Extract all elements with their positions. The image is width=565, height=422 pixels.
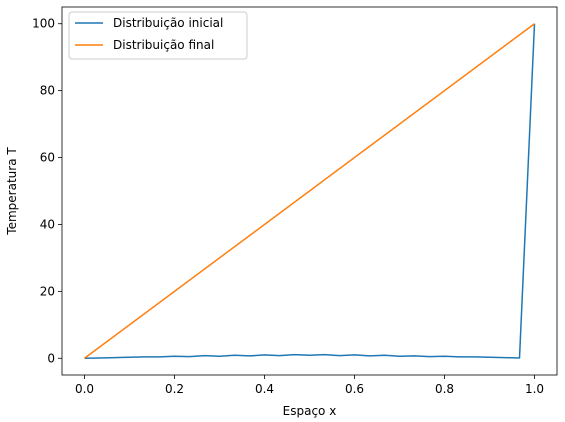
legend-box bbox=[68, 11, 248, 60]
legend-label-initial: Distribuição inicial bbox=[113, 16, 223, 30]
x-tick-label: 0.8 bbox=[435, 382, 454, 396]
series-line-initial bbox=[84, 23, 536, 360]
legend-label-final: Distribuição final bbox=[113, 38, 214, 52]
y-axis-label: Temperatura T bbox=[5, 147, 19, 236]
ticks-layer: 0.0 0.2 0.4 0.6 0.8 1.0 0 20 40 60 80 100 bbox=[32, 17, 544, 396]
y-tick-label: 20 bbox=[40, 284, 55, 298]
y-tick-label: 0 bbox=[47, 351, 55, 365]
y-tick-label: 60 bbox=[40, 151, 55, 165]
x-tick-label: 0.6 bbox=[345, 382, 364, 396]
x-tick-label: 0.2 bbox=[165, 382, 184, 396]
x-tick-label: 0.4 bbox=[255, 382, 274, 396]
x-tick-label: 1.0 bbox=[525, 382, 544, 396]
plot-frame bbox=[61, 6, 558, 376]
y-tick-label: 100 bbox=[32, 17, 55, 31]
x-tick-label: 0.0 bbox=[75, 382, 94, 396]
x-axis-label: Espaço x bbox=[283, 404, 337, 418]
y-tick-label: 40 bbox=[40, 217, 55, 231]
legend: Distribuição inicial Distribuição final bbox=[68, 11, 248, 60]
series-layer bbox=[84, 23, 536, 360]
series-line-final bbox=[84, 23, 535, 359]
y-tick-label: 80 bbox=[40, 84, 55, 98]
